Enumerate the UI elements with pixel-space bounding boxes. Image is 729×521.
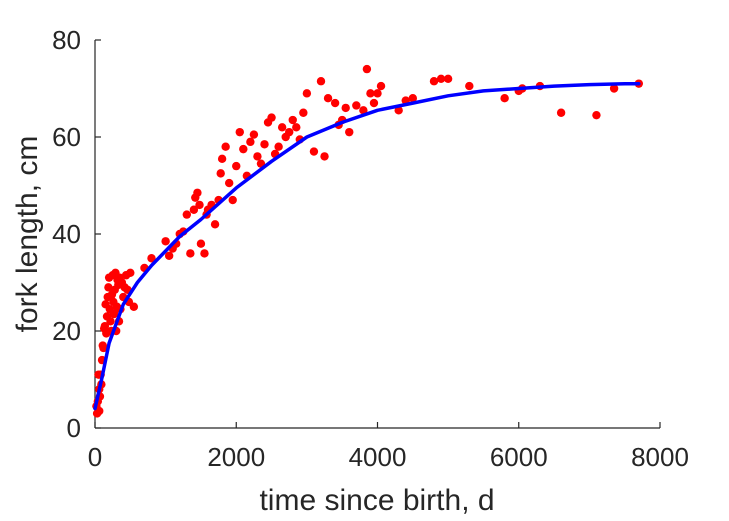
data-point [309, 147, 319, 156]
data-point [376, 81, 386, 91]
data-point [373, 89, 382, 98]
y-tick-label: 0 [67, 413, 81, 443]
x-tick-label: 2000 [207, 442, 265, 472]
data-point [352, 101, 361, 110]
data-point [232, 161, 241, 171]
data-point [161, 237, 170, 246]
data-point [260, 140, 269, 149]
data-point [147, 254, 156, 263]
x-tick-label: 4000 [349, 442, 407, 472]
data-point [228, 195, 237, 205]
data-point [193, 188, 202, 197]
data-point [189, 205, 199, 214]
data-point [246, 137, 255, 147]
y-axis-label: fork length, cm [11, 136, 44, 333]
data-point [249, 130, 259, 139]
x-axis-label: time since birth, d [259, 484, 494, 517]
data-point [345, 127, 354, 137]
data-point [366, 89, 375, 98]
fitted-growth-curve [93, 81, 641, 411]
data-point [556, 108, 566, 117]
data-point [341, 103, 350, 113]
data-point [465, 81, 474, 91]
data-point [253, 152, 262, 161]
data-point [104, 283, 113, 292]
data-point [362, 64, 372, 74]
y-tick-label: 60 [52, 122, 81, 152]
data-point [239, 144, 248, 154]
data-point [359, 106, 368, 115]
data-point [369, 98, 379, 108]
data-point [609, 84, 619, 93]
x-tick-label: 0 [88, 442, 102, 472]
data-point [126, 268, 135, 277]
data-point [277, 123, 287, 132]
data-point [186, 249, 195, 258]
data-point [429, 77, 439, 86]
x-tick-label: 6000 [490, 442, 548, 472]
data-point [95, 406, 104, 416]
data-point [285, 127, 294, 137]
x-axis-ticks: 0 2000 4000 6000 8000 [88, 422, 689, 472]
data-point [288, 115, 297, 125]
y-tick-label: 40 [52, 219, 81, 249]
y-axis-ticks: 0 20 40 60 80 [52, 25, 101, 443]
data-point [408, 94, 418, 103]
data-point [224, 178, 234, 188]
data-point [210, 220, 220, 229]
data-point [129, 302, 139, 311]
x-tick-label: 8000 [631, 442, 689, 472]
data-point [164, 251, 174, 261]
data-point [302, 89, 312, 98]
data-point [500, 94, 509, 103]
data-point [221, 142, 230, 151]
data-point [195, 200, 204, 210]
y-tick-label: 80 [52, 25, 81, 55]
data-point [106, 317, 115, 326]
data-point [592, 110, 601, 120]
data-point [109, 309, 119, 319]
plot-area: 0 20 40 60 80 0 2000 4000 6000 8000 [52, 25, 689, 472]
data-point [274, 142, 283, 151]
data-point [394, 106, 403, 115]
data-point [182, 210, 192, 219]
data-point [235, 127, 244, 137]
data-point [443, 74, 453, 84]
data-point [216, 169, 225, 178]
data-point [436, 74, 446, 84]
data-point [100, 321, 110, 331]
data-point [196, 239, 206, 248]
data-point [292, 123, 301, 132]
data-point [320, 152, 329, 161]
data-point [316, 77, 326, 86]
y-tick-label: 20 [52, 316, 81, 346]
data-point [200, 249, 209, 258]
data-point [299, 108, 308, 117]
data-point [267, 113, 276, 122]
data-point [217, 154, 227, 164]
data-point [99, 343, 108, 353]
data-point [330, 98, 340, 108]
data-point [323, 94, 333, 103]
